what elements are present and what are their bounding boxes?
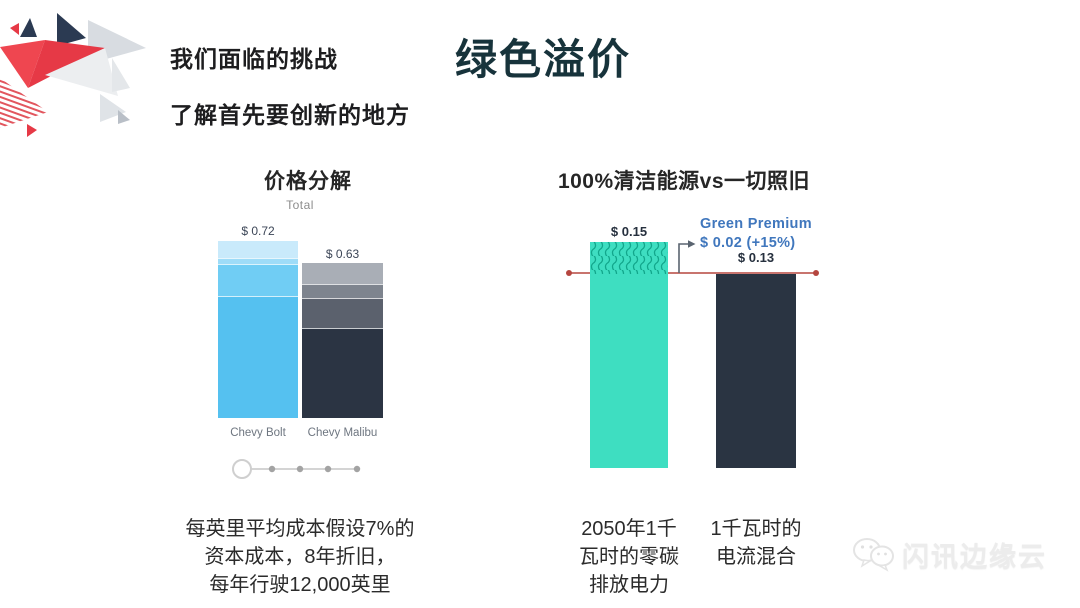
slider-handle[interactable] bbox=[232, 459, 252, 479]
caption-line: 排放电力 bbox=[589, 574, 669, 596]
slide-kicker: 我们面临的挑战 bbox=[170, 46, 338, 72]
baseline-endpoint-dot bbox=[566, 270, 572, 276]
caption-line: 每年行驶12,000英里 bbox=[209, 574, 391, 596]
slide-title: 绿色溢价 bbox=[455, 36, 632, 83]
bar-segment bbox=[302, 328, 383, 418]
triangle-logo bbox=[0, 13, 146, 137]
left-chart-caption: 每英里平均成本假设7%的 资本成本，8年折旧， 每年行驶12,000英里 bbox=[149, 515, 451, 599]
clean-energy-value-label: $ 0.15 bbox=[610, 224, 648, 239]
category-label-chevy-bolt: Chevy Bolt bbox=[230, 427, 286, 439]
left-chart-total-label: Total bbox=[286, 198, 314, 212]
clean-energy-caption: 2050年1千 瓦时的零碳 排放电力 bbox=[549, 515, 709, 599]
bar-segment bbox=[218, 258, 298, 264]
bar-segment bbox=[302, 298, 383, 328]
caption-line: 1千瓦时的 bbox=[710, 518, 802, 540]
bar-segment bbox=[218, 241, 298, 258]
slider-step-dot[interactable] bbox=[268, 465, 276, 473]
bar-body bbox=[590, 274, 668, 468]
left-chart-title: 价格分解 bbox=[264, 170, 352, 193]
current-mix-caption: 1千瓦时的 电流混合 bbox=[676, 515, 836, 571]
premium-callout-line bbox=[678, 243, 688, 273]
green-premium-label: Green Premium bbox=[700, 216, 812, 232]
malibu-value-label: $ 0.63 bbox=[325, 247, 360, 261]
bar-segment bbox=[302, 284, 383, 298]
bar-current-electricity-mix bbox=[716, 274, 796, 468]
bolt-value-label: $ 0.72 bbox=[241, 224, 275, 238]
right-chart-title: 100%清洁能源vs一切照旧 bbox=[557, 170, 811, 193]
bar-zero-carbon-electricity bbox=[590, 242, 668, 468]
green-premium-amount: $ 0.02 (+15%) bbox=[700, 235, 796, 251]
slide-subtitle: 了解首先要创新的地方 bbox=[170, 102, 410, 128]
stacked-bar-chevy-malibu bbox=[302, 263, 383, 418]
caption-line: 2050年1千 bbox=[581, 518, 677, 540]
bar-segment bbox=[302, 263, 383, 284]
slider-step-dot[interactable] bbox=[296, 465, 304, 473]
caption-line: 资本成本，8年折旧， bbox=[204, 546, 396, 568]
current-mix-value-label: $ 0.13 bbox=[737, 250, 775, 265]
wechat-icon bbox=[853, 538, 894, 572]
bar-segment bbox=[218, 296, 298, 418]
category-label-chevy-malibu: Chevy Malibu bbox=[307, 427, 378, 439]
green-premium-hatched-section bbox=[590, 242, 668, 274]
slider-step-dot[interactable] bbox=[353, 465, 361, 473]
caption-line: 每英里平均成本假设7%的 bbox=[185, 518, 415, 540]
caption-line: 电流混合 bbox=[716, 546, 796, 568]
step-slider[interactable] bbox=[225, 452, 375, 486]
arrow-head-icon bbox=[688, 240, 696, 248]
caption-line: 瓦时的零碳 bbox=[579, 546, 679, 568]
slider-step-dot[interactable] bbox=[324, 465, 332, 473]
stacked-bar-chevy-bolt bbox=[218, 241, 298, 418]
baseline-endpoint-dot bbox=[813, 270, 819, 276]
watermark-text: 闪讯边缘云 bbox=[902, 541, 1047, 572]
watermark: 闪讯边缘云 bbox=[852, 534, 1047, 574]
bar-segment bbox=[218, 264, 298, 296]
